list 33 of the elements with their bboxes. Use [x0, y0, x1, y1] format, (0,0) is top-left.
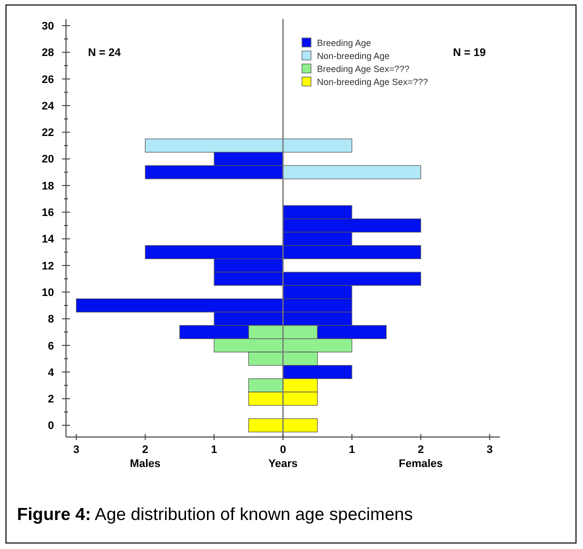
x-tick-label: 3 [73, 444, 80, 456]
y-tick-label: 22 [42, 127, 54, 140]
y-tick-label: 26 [42, 74, 54, 86]
x-tick-label: 2 [418, 444, 424, 456]
caption: Figure 4: Age distribution of known age specimens [17, 504, 414, 524]
y-tick-label: 4 [48, 366, 55, 379]
annotation: N = 19 [453, 47, 486, 60]
y-tick-label: 20 [42, 154, 54, 166]
legend-label: Breeding Age [317, 38, 372, 48]
legend-label: Breeding Age Sex=??? [317, 64, 410, 74]
y-tick-label: 12 [42, 260, 54, 272]
y-tick-label: 10 [42, 286, 54, 299]
y-tick-label: 16 [42, 207, 54, 220]
y-tick-label: 24 [42, 100, 55, 112]
legend-label: Non-breeding Age Sex=??? [317, 77, 428, 88]
x-tick-label: 1 [211, 444, 218, 456]
y-tick-label: 30 [42, 20, 54, 33]
y-tick-label: 28 [42, 47, 54, 60]
x-tick-label: 3 [486, 444, 493, 456]
y-tick-label: 6 [48, 340, 54, 352]
text: Years [268, 458, 298, 470]
y-tick-label: 0 [48, 420, 54, 432]
legend-label: Non-breeding Age [317, 51, 390, 62]
x-axis-title: Females [398, 458, 443, 470]
x-tick-label: 2 [142, 444, 148, 456]
y-tick-label: 14 [42, 234, 55, 246]
x-tick-label: 1 [348, 444, 355, 456]
x-tick-label: 0 [280, 444, 286, 456]
y-tick-label: 2 [48, 394, 54, 406]
x-axis-title: Males [130, 458, 161, 470]
y-tick-label: 18 [42, 180, 54, 192]
annotation: N = 24 [88, 47, 122, 60]
y-tick-label: 8 [48, 314, 54, 326]
